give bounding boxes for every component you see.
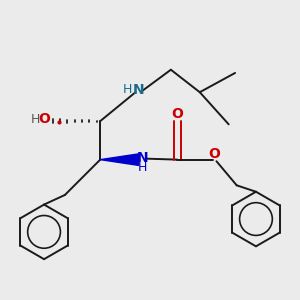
- Text: H: H: [123, 83, 132, 96]
- Text: O: O: [38, 112, 50, 127]
- Text: N: N: [133, 82, 145, 97]
- Polygon shape: [100, 154, 139, 165]
- Text: H: H: [138, 161, 147, 174]
- Text: N: N: [137, 151, 148, 165]
- Text: O: O: [208, 147, 220, 161]
- Text: H: H: [31, 113, 40, 126]
- Text: O: O: [171, 107, 183, 121]
